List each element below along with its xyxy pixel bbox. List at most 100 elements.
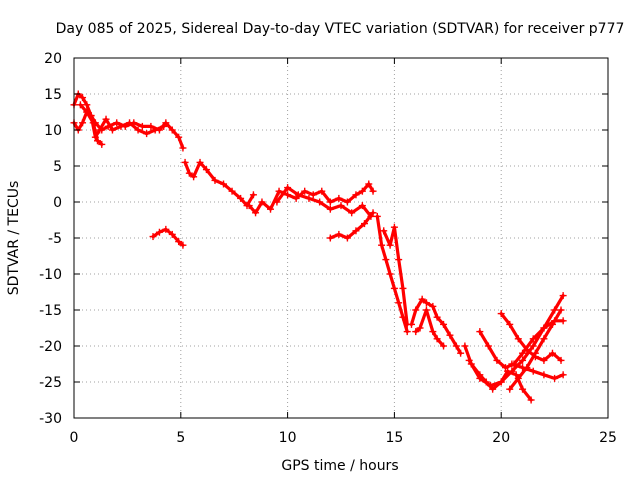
series-line	[409, 297, 463, 355]
data-point	[237, 194, 245, 202]
data-point	[179, 241, 187, 249]
data-point	[360, 220, 368, 228]
data-point	[395, 256, 403, 264]
data-point	[512, 371, 520, 379]
y-axis-label: SDTVAR / TECUs	[6, 181, 22, 296]
data-point	[412, 306, 420, 314]
data-point	[527, 396, 535, 404]
series-track-dense	[407, 295, 465, 357]
x-tick-label: 25	[599, 430, 617, 446]
data-point	[508, 367, 516, 375]
data-point	[416, 324, 424, 332]
data-point	[476, 328, 484, 336]
data-point	[117, 122, 125, 130]
data-point	[292, 194, 300, 202]
data-point	[220, 180, 228, 188]
data-series	[70, 90, 567, 404]
data-point	[390, 284, 398, 292]
data-point	[529, 342, 537, 350]
data-point	[102, 115, 110, 123]
series-track-mid-2	[245, 180, 377, 217]
data-point	[348, 209, 356, 217]
data-point	[452, 342, 460, 350]
series-line	[382, 225, 409, 326]
data-point	[76, 101, 84, 109]
data-point	[523, 364, 531, 372]
data-point	[316, 198, 324, 206]
series-track-late-e	[508, 360, 567, 382]
y-tick-label: -15	[39, 303, 62, 319]
series-track-drop	[373, 212, 411, 336]
data-point	[326, 198, 334, 206]
data-point	[529, 367, 537, 375]
data-point	[83, 108, 91, 116]
data-point	[343, 198, 351, 206]
data-point	[160, 122, 168, 130]
data-point	[484, 342, 492, 350]
data-point	[403, 328, 411, 336]
series-track-dense-2	[412, 306, 448, 350]
data-point	[540, 335, 548, 343]
x-tick-label: 5	[176, 430, 185, 446]
data-point	[211, 176, 219, 184]
data-point	[369, 187, 377, 195]
y-tick-label: 20	[44, 51, 62, 67]
data-point	[365, 180, 373, 188]
data-point	[147, 122, 155, 130]
series-line	[275, 186, 373, 218]
data-point	[228, 187, 236, 195]
data-point	[79, 94, 87, 102]
data-point	[175, 238, 183, 246]
data-point	[382, 256, 390, 264]
data-point	[309, 191, 317, 199]
y-tick-label: 0	[53, 195, 62, 211]
series-track-late-d	[497, 310, 565, 364]
data-point	[529, 335, 537, 343]
y-tick-label: 10	[44, 123, 62, 139]
data-point	[508, 360, 516, 368]
data-point	[149, 233, 157, 241]
data-point	[162, 225, 170, 233]
data-point	[155, 228, 163, 236]
data-point	[559, 292, 567, 300]
data-point	[548, 349, 556, 357]
data-point	[179, 144, 187, 152]
data-point	[548, 320, 556, 328]
data-point	[519, 356, 527, 364]
data-point	[551, 374, 559, 382]
data-point	[326, 205, 334, 213]
data-point	[138, 122, 146, 130]
series-track-dip	[149, 225, 187, 249]
data-point	[83, 101, 91, 109]
data-point	[540, 324, 548, 332]
data-point	[380, 227, 388, 235]
data-point	[352, 191, 360, 199]
y-tick-label: -10	[39, 267, 62, 283]
series-line	[183, 160, 255, 208]
data-point	[497, 378, 505, 386]
data-point	[335, 194, 343, 202]
data-point	[151, 126, 159, 134]
data-point	[540, 371, 548, 379]
data-point	[476, 374, 484, 382]
data-point	[202, 166, 210, 174]
data-point	[433, 335, 441, 343]
tick-labels: 0 5 10 15 20 25 -30 -25 -20 -15 -10 -5 0 5 10 15 20	[39, 51, 617, 446]
data-point	[523, 346, 531, 354]
y-tick-label: -25	[39, 375, 62, 391]
data-point	[519, 385, 527, 393]
data-point	[358, 202, 366, 210]
x-tick-label: 10	[279, 430, 297, 446]
data-point	[418, 295, 426, 303]
data-point	[378, 241, 386, 249]
series-track-mid-4	[326, 209, 377, 242]
data-point	[352, 227, 360, 235]
data-point	[284, 184, 292, 192]
data-point	[343, 234, 351, 242]
data-point	[519, 349, 527, 357]
data-point	[168, 126, 176, 134]
data-point	[175, 133, 183, 141]
data-point	[369, 209, 377, 217]
data-point	[461, 342, 469, 350]
